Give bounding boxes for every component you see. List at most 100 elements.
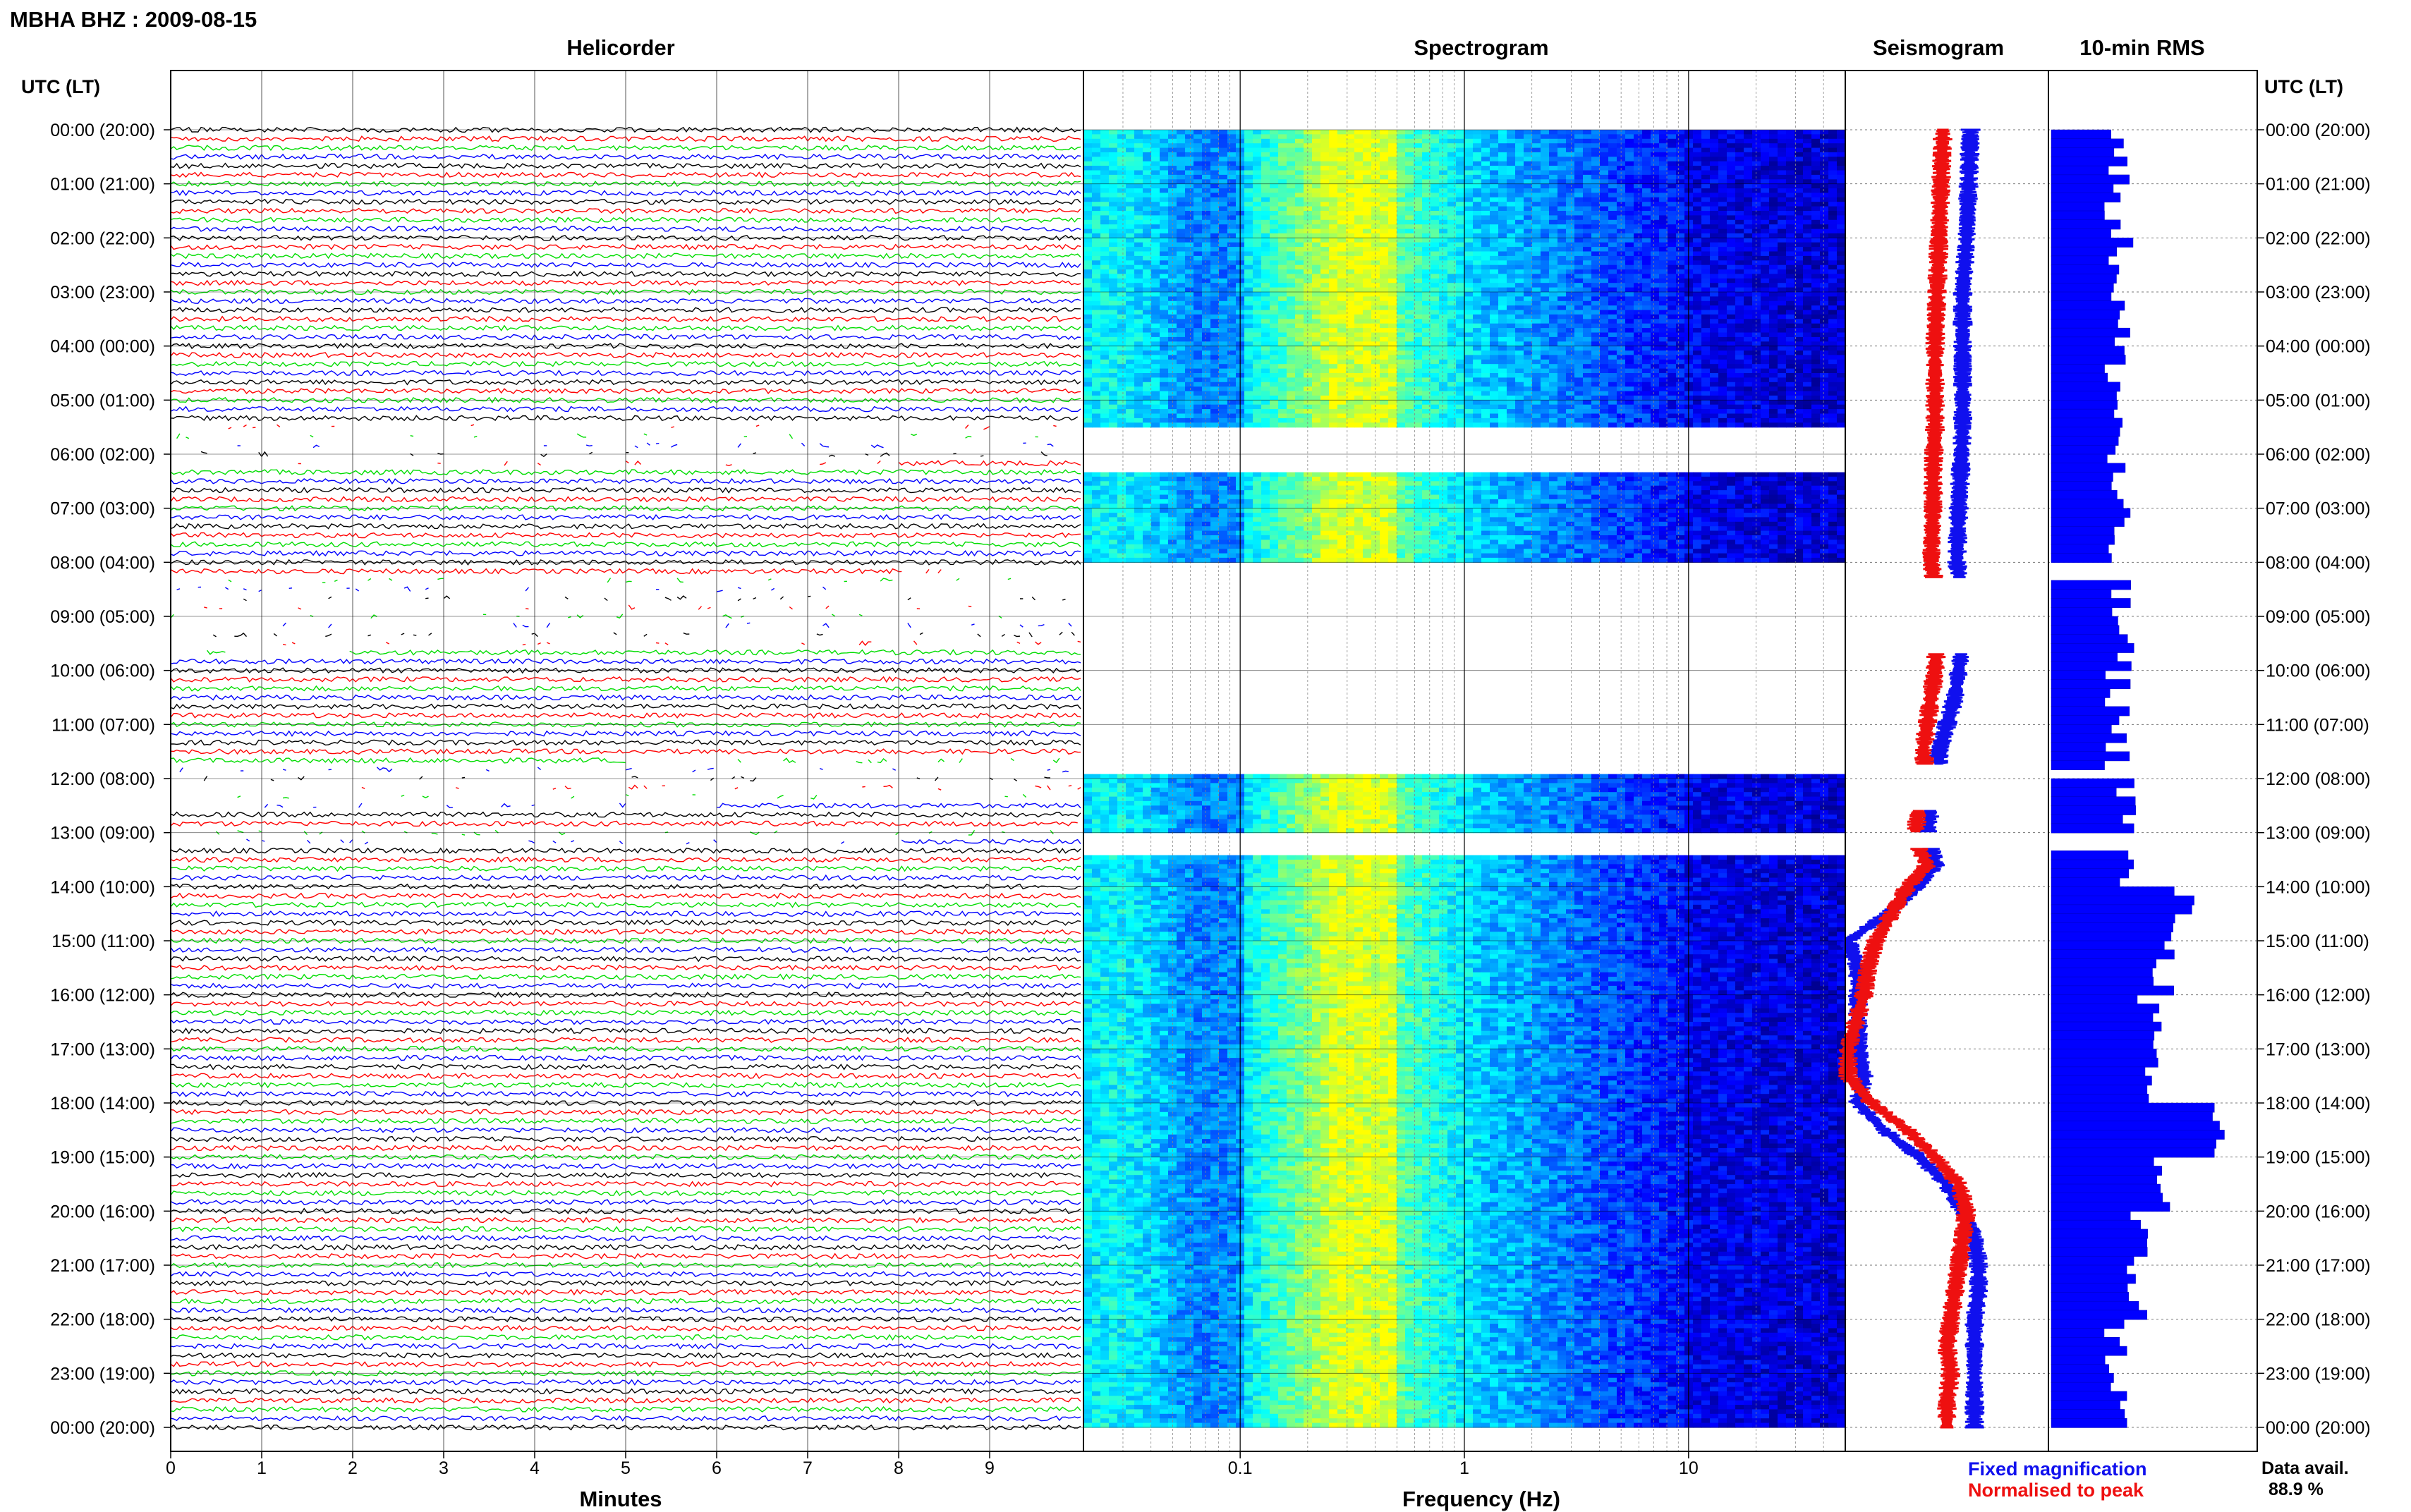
rms-bar (2051, 1418, 2127, 1427)
helicorder-trace (171, 415, 1078, 420)
rms-bar (2051, 1094, 2149, 1103)
rms-bar (2051, 508, 2130, 518)
time-tick-label-right: 11:00 (07:00) (2266, 715, 2369, 735)
time-tick-label-right: 21:00 (17:00) (2266, 1256, 2371, 1276)
time-tick-label-left: 08:00 (04:00) (50, 553, 155, 573)
rms-bar (2051, 166, 2108, 175)
time-tick-label-left: 15:00 (11:00) (51, 932, 155, 951)
rms-bar (2051, 1022, 2161, 1031)
rms-bar (2051, 1112, 2213, 1121)
rms-bar (2051, 598, 2130, 607)
time-tick-label-left: 14:00 (10:00) (50, 877, 155, 897)
time-tick-label-left: 04:00 (00:00) (50, 337, 155, 357)
rms-bar (2051, 283, 2113, 292)
helicorder-trace (177, 587, 1047, 592)
rms-bar (2051, 472, 2113, 482)
rms-bar (2051, 238, 2133, 247)
rms-bar (2051, 922, 2173, 932)
helicorder-trace (283, 641, 1081, 645)
rms-bar (2051, 815, 2122, 824)
rms-bar (2051, 1355, 2105, 1365)
rms-bar (2051, 986, 2174, 995)
legend-fixed-magnification: Fixed magnification (1968, 1458, 2147, 1480)
rms-bar (2051, 724, 2111, 733)
time-tick-label-right: 00:00 (20:00) (2266, 1418, 2371, 1438)
helicorder-trace (238, 443, 1063, 448)
minutes-tick-label: 2 (348, 1458, 358, 1478)
minutes-tick-label: 0 (166, 1458, 176, 1478)
rms-bar (2051, 797, 2135, 806)
rms-bar (2051, 148, 2114, 157)
data-availability-value: 88.9 % (2269, 1480, 2324, 1500)
rms-bar (2051, 1409, 2125, 1418)
rms-bar (2051, 1031, 2154, 1040)
rms-bar (2051, 202, 2104, 211)
rms-title: 10-min RMS (2079, 35, 2204, 61)
helicorder-trace (229, 578, 1071, 583)
time-tick-label-right: 04:00 (00:00) (2266, 337, 2371, 357)
rms-bar (2051, 355, 2125, 364)
minutes-tick-label: 3 (439, 1458, 449, 1478)
rms-bar (2051, 968, 2153, 977)
time-tick-label-left: 02:00 (22:00) (50, 228, 155, 248)
rms-bar (2051, 779, 2134, 788)
rms-bar (2051, 544, 2108, 554)
time-tick-label-right: 15:00 (11:00) (2266, 932, 2369, 951)
rms-bar (2051, 788, 2116, 797)
rms-bar (2051, 526, 2114, 535)
rms-bar (2051, 752, 2130, 761)
frequency-axis-label: Frequency (Hz) (1402, 1487, 1560, 1512)
rms-bar (2051, 184, 2113, 193)
rms-bar (2051, 743, 2106, 752)
rms-bar (2051, 1256, 2134, 1265)
rms-bar (2051, 1382, 2111, 1391)
rms-bar (2051, 247, 2117, 256)
rms-bar (2051, 616, 2118, 626)
minutes-tick-label: 1 (257, 1458, 267, 1478)
time-tick-label-right: 03:00 (23:00) (2266, 283, 2371, 303)
rms-bar (2051, 1067, 2145, 1076)
rms-bar (2051, 896, 2194, 905)
time-tick-label-right: 02:00 (22:00) (2266, 228, 2371, 248)
rms-bar (2051, 635, 2127, 644)
rms-bar (2051, 499, 2123, 508)
helicorder-trace (247, 839, 1081, 844)
time-tick-label-right: 10:00 (06:00) (2266, 662, 2371, 681)
time-tick-label-left: 22:00 (18:00) (50, 1310, 155, 1330)
utc-lt-heading-right: UTC (LT) (2264, 76, 2343, 98)
time-tick-label-right: 22:00 (18:00) (2266, 1310, 2371, 1330)
time-tick-label-left: 00:00 (20:00) (50, 121, 155, 140)
time-tick-label-left: 06:00 (02:00) (50, 445, 155, 465)
rms-bar (2051, 1319, 2124, 1329)
helicorder-trace (298, 461, 1081, 465)
rms-bar (2051, 1013, 2153, 1022)
rms-bar (2051, 1346, 2127, 1355)
rms-bar (2051, 175, 2130, 184)
rms-bar (2051, 1247, 2147, 1256)
time-tick-label-right: 16:00 (12:00) (2266, 986, 2371, 1006)
rms-bar (2051, 1391, 2127, 1401)
rms-bar (2051, 310, 2120, 319)
rms-bar (2051, 1328, 2104, 1337)
rms-bar (2051, 716, 2119, 725)
time-tick-label-right: 13:00 (09:00) (2266, 824, 2371, 843)
frequency-tick-label: 0.1 (1228, 1458, 1253, 1478)
helicorder-trace (207, 650, 1081, 655)
helicorder-trace (213, 632, 1074, 637)
time-tick-label-left: 07:00 (03:00) (50, 499, 155, 519)
rms-bar (2051, 481, 2111, 490)
rms-bar (2051, 1130, 2225, 1139)
time-tick-label-right: 01:00 (21:00) (2266, 175, 2371, 195)
rms-bar (2051, 1401, 2120, 1410)
rms-bar (2051, 1157, 2154, 1166)
rms-bar (2051, 1040, 2154, 1049)
rms-bar (2051, 220, 2120, 229)
minutes-tick-label: 4 (530, 1458, 540, 1478)
rms-bar (2051, 364, 2105, 373)
time-tick-label-right: 19:00 (15:00) (2266, 1148, 2371, 1168)
rms-bar (2051, 1373, 2114, 1382)
time-tick-label-right: 12:00 (08:00) (2266, 769, 2371, 789)
minutes-axis-label: Minutes (579, 1487, 662, 1512)
rms-bar (2051, 445, 2115, 454)
